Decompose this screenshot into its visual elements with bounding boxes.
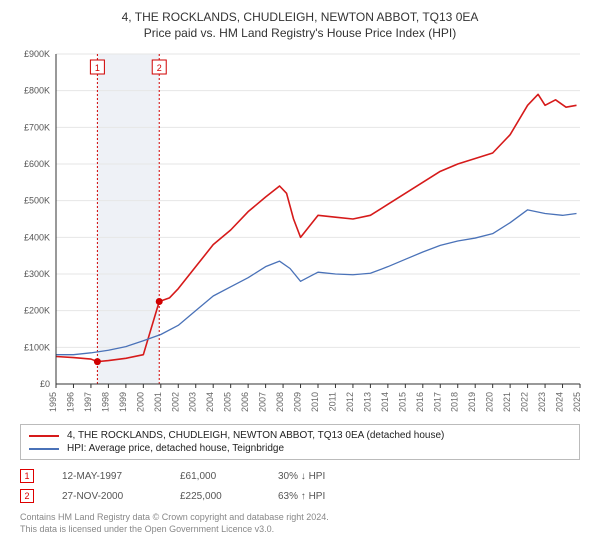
chart-svg: £0 £100K £200K £300K £400K £500K £600K £700K £80… bbox=[12, 48, 588, 418]
svg-text:£800K: £800K bbox=[24, 86, 50, 96]
svg-text:2004: 2004 bbox=[205, 392, 215, 412]
svg-text:1997: 1997 bbox=[83, 392, 93, 412]
sale-marker-2: 2 bbox=[20, 489, 34, 503]
svg-text:2021: 2021 bbox=[502, 392, 512, 412]
sale-delta-2: 63% ↑ HPI bbox=[278, 491, 368, 502]
svg-text:£400K: £400K bbox=[24, 232, 50, 242]
svg-text:2005: 2005 bbox=[223, 392, 233, 412]
svg-text:£200K: £200K bbox=[24, 306, 50, 316]
svg-text:2018: 2018 bbox=[450, 392, 460, 412]
svg-text:2025: 2025 bbox=[572, 392, 582, 412]
svg-text:2001: 2001 bbox=[153, 392, 163, 412]
svg-text:2017: 2017 bbox=[432, 392, 442, 412]
legend-row: 4, THE ROCKLANDS, CHUDLEIGH, NEWTON ABBO… bbox=[29, 429, 571, 442]
chart-area: £0 £100K £200K £300K £400K £500K £600K £700K £80… bbox=[12, 48, 588, 418]
svg-text:1998: 1998 bbox=[100, 392, 110, 412]
svg-text:£100K: £100K bbox=[24, 342, 50, 352]
footer: Contains HM Land Registry data © Crown c… bbox=[20, 512, 588, 535]
svg-text:1: 1 bbox=[95, 63, 100, 73]
svg-text:1995: 1995 bbox=[48, 392, 58, 412]
sale-price-1: £61,000 bbox=[180, 471, 250, 482]
svg-text:2019: 2019 bbox=[467, 392, 477, 412]
sale-row: 1 12-MAY-1997 £61,000 30% ↓ HPI bbox=[20, 466, 588, 486]
svg-text:2007: 2007 bbox=[258, 392, 268, 412]
svg-text:£900K: £900K bbox=[24, 49, 50, 59]
svg-text:£500K: £500K bbox=[24, 196, 50, 206]
svg-text:2015: 2015 bbox=[397, 392, 407, 412]
svg-text:2022: 2022 bbox=[520, 392, 530, 412]
svg-text:2016: 2016 bbox=[415, 392, 425, 412]
sale-date-1: 12-MAY-1997 bbox=[62, 471, 152, 482]
legend-label-property: 4, THE ROCKLANDS, CHUDLEIGH, NEWTON ABBO… bbox=[67, 430, 444, 441]
svg-text:£0: £0 bbox=[40, 379, 50, 389]
svg-text:2013: 2013 bbox=[362, 392, 372, 412]
legend-swatch-property bbox=[29, 435, 59, 437]
sale-date-2: 27-NOV-2000 bbox=[62, 491, 152, 502]
svg-text:2014: 2014 bbox=[380, 392, 390, 412]
svg-text:2020: 2020 bbox=[485, 392, 495, 412]
title-line-2: Price paid vs. HM Land Registry's House … bbox=[12, 26, 588, 40]
chart-container: 4, THE ROCKLANDS, CHUDLEIGH, NEWTON ABBO… bbox=[0, 0, 600, 560]
footer-line-2: This data is licensed under the Open Gov… bbox=[20, 524, 588, 536]
sale-delta-1: 30% ↓ HPI bbox=[278, 471, 368, 482]
svg-text:2006: 2006 bbox=[240, 392, 250, 412]
svg-text:2000: 2000 bbox=[135, 392, 145, 412]
legend-swatch-hpi bbox=[29, 448, 59, 450]
svg-text:£600K: £600K bbox=[24, 159, 50, 169]
svg-text:£300K: £300K bbox=[24, 269, 50, 279]
footer-line-1: Contains HM Land Registry data © Crown c… bbox=[20, 512, 588, 524]
svg-text:2011: 2011 bbox=[327, 392, 337, 411]
svg-text:2002: 2002 bbox=[170, 392, 180, 412]
svg-text:2: 2 bbox=[157, 63, 162, 73]
sale-row: 2 27-NOV-2000 £225,000 63% ↑ HPI bbox=[20, 486, 588, 506]
svg-text:2024: 2024 bbox=[555, 392, 565, 412]
svg-text:2003: 2003 bbox=[188, 392, 198, 412]
sale-price-2: £225,000 bbox=[180, 491, 250, 502]
svg-text:2010: 2010 bbox=[310, 392, 320, 412]
svg-text:2023: 2023 bbox=[537, 392, 547, 412]
sales-table: 1 12-MAY-1997 £61,000 30% ↓ HPI 2 27-NOV… bbox=[20, 466, 588, 506]
svg-text:2009: 2009 bbox=[293, 392, 303, 412]
title-line-1: 4, THE ROCKLANDS, CHUDLEIGH, NEWTON ABBO… bbox=[12, 10, 588, 24]
legend-row: HPI: Average price, detached house, Teig… bbox=[29, 442, 571, 455]
svg-text:1999: 1999 bbox=[118, 392, 128, 412]
svg-text:£700K: £700K bbox=[24, 122, 50, 132]
legend-label-hpi: HPI: Average price, detached house, Teig… bbox=[67, 443, 284, 454]
svg-text:2012: 2012 bbox=[345, 392, 355, 412]
legend-box: 4, THE ROCKLANDS, CHUDLEIGH, NEWTON ABBO… bbox=[20, 424, 580, 460]
svg-text:2008: 2008 bbox=[275, 392, 285, 412]
sale-marker-1: 1 bbox=[20, 469, 34, 483]
svg-text:1996: 1996 bbox=[65, 392, 75, 412]
